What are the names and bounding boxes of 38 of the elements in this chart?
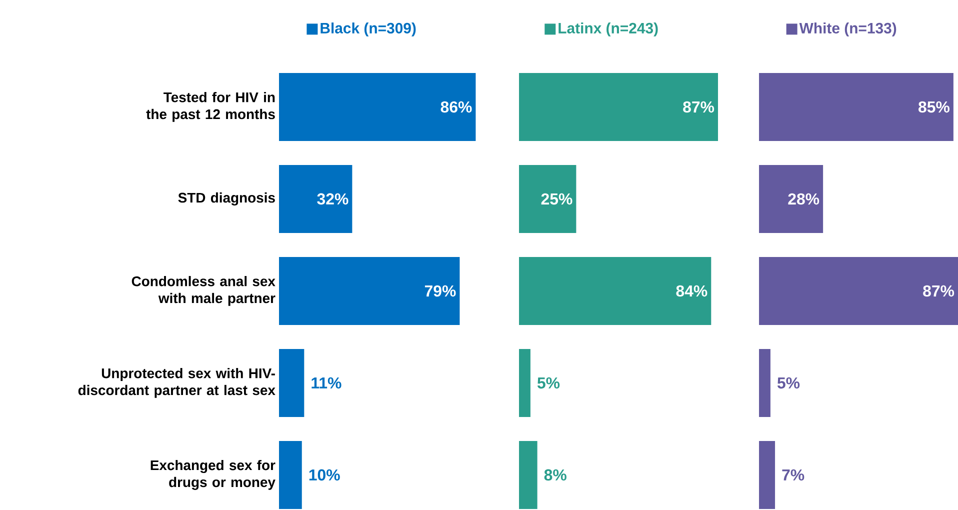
bar (519, 164, 576, 233)
y-tick-label: Unprotected sex with HIV-discordant partner at last sex (78, 368, 276, 398)
bar (279, 348, 304, 417)
data-label: 28% (788, 193, 820, 205)
bar (759, 72, 954, 141)
bar (279, 256, 460, 325)
data-label: 8% (544, 469, 566, 481)
y-tick-label: Condomless anal sex with male partner (132, 276, 276, 306)
y-tick-label: STD diagnosis (178, 192, 275, 206)
bar (279, 72, 476, 141)
bar (519, 256, 712, 325)
data-label: 85% (918, 101, 950, 113)
bar (759, 164, 824, 233)
legend-label: Black (n=309) (320, 22, 416, 36)
bar (759, 256, 958, 325)
data-label: 7% (782, 469, 804, 481)
bar (279, 440, 302, 509)
data-label: 84% (676, 285, 708, 297)
data-label: 86% (440, 101, 472, 113)
data-label: 5% (537, 377, 560, 389)
bar (519, 72, 718, 141)
data-label: 25% (541, 193, 572, 205)
data-label: 79% (424, 285, 456, 297)
data-label: 11% (312, 377, 342, 389)
legend-label: White (n=133) (799, 22, 896, 36)
data-label: 87% (683, 101, 714, 113)
data-label: 5% (777, 377, 800, 389)
data-label: 87% (923, 285, 954, 297)
bar (519, 348, 530, 417)
bar (279, 164, 352, 233)
data-label: 10% (309, 469, 340, 481)
y-tick-label: Tested for HIV in the past 12 months (146, 92, 275, 122)
bar (759, 348, 770, 417)
legend-label: Latinx (n=243) (558, 22, 658, 36)
data-label: 32% (317, 193, 348, 205)
y-tick-label: Exchanged sex for drugs or money (150, 460, 276, 490)
bar (519, 440, 538, 509)
bar (759, 440, 776, 509)
